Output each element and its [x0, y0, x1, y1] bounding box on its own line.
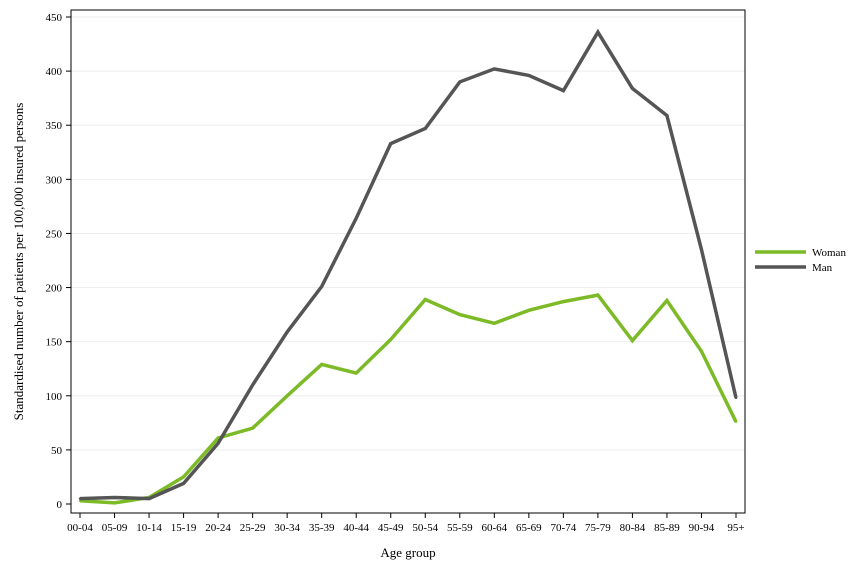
- x-axis-title: Age group: [380, 545, 435, 560]
- y-tick-label: 350: [46, 120, 63, 132]
- series-lines: [78, 28, 738, 505]
- data-point: [216, 442, 220, 445]
- y-tick-label: 0: [57, 499, 63, 511]
- x-tick-label: 30-34: [274, 522, 300, 534]
- data-point: [251, 427, 254, 430]
- x-tick-label: 25-29: [240, 522, 266, 534]
- legend: Woman Man: [755, 247, 846, 274]
- data-point: [665, 114, 669, 117]
- data-point: [320, 363, 323, 366]
- x-tick-label: 70-74: [551, 522, 577, 534]
- legend-label: Man: [812, 262, 833, 274]
- x-tick-label: 45-49: [378, 522, 404, 534]
- y-tick-label: 250: [46, 228, 63, 240]
- data-point: [389, 142, 392, 145]
- y-tick-label: 100: [46, 391, 63, 403]
- series-line-woman: [79, 293, 738, 505]
- x-tick-label: 10-14: [136, 522, 162, 534]
- data-point: [78, 497, 82, 500]
- data-point: [113, 501, 116, 505]
- data-point: [493, 67, 496, 71]
- x-tick-label: 40-44: [343, 522, 369, 534]
- data-point: [389, 338, 392, 341]
- x-tick-label: 80-84: [620, 522, 646, 534]
- data-point: [458, 313, 461, 316]
- y-tick-label: 200: [46, 283, 63, 295]
- data-point: [596, 293, 600, 297]
- plot-frame: [70, 9, 746, 514]
- x-tick-label: 65-69: [516, 522, 542, 534]
- x-tick-label: 75-79: [585, 522, 611, 534]
- data-point: [285, 394, 289, 397]
- gridlines: [71, 16, 745, 451]
- data-point: [216, 436, 220, 440]
- data-point: [562, 300, 565, 303]
- y-tick-label: 400: [46, 66, 63, 78]
- x-axis: 00-04 05-09 10-14 15-19 20-24 25-29 30-34 35-39…: [67, 513, 745, 534]
- data-point: [182, 475, 185, 479]
- x-tick-label: 50-54: [412, 522, 438, 534]
- legend-label: Woman: [812, 247, 846, 259]
- y-axis-title: Standardised number of patients per 100,…: [11, 103, 26, 421]
- data-point: [700, 248, 703, 251]
- x-tick-label: 95+: [727, 522, 744, 534]
- y-tick-label: 450: [46, 12, 63, 24]
- data-point: [665, 299, 669, 302]
- x-tick-label: 20-24: [205, 522, 231, 534]
- data-point: [527, 309, 531, 312]
- y-tick-label: 50: [51, 445, 63, 457]
- data-point: [458, 80, 461, 84]
- data-point: [320, 285, 323, 288]
- data-point: [355, 217, 358, 220]
- x-tick-label: 05-09: [102, 522, 128, 534]
- x-tick-label: 90-94: [689, 522, 715, 534]
- data-point: [182, 482, 185, 485]
- data-point: [355, 371, 358, 375]
- series-line-man: [79, 28, 738, 501]
- data-point: [631, 339, 634, 342]
- data-point: [285, 330, 289, 334]
- y-axis: 0 50 100 150 200 250 300 350 400 450: [46, 12, 71, 511]
- x-tick-label: 35-39: [309, 522, 335, 534]
- data-point: [700, 350, 703, 353]
- data-point: [424, 298, 427, 301]
- data-point: [631, 87, 634, 90]
- data-point: [734, 420, 738, 423]
- x-tick-label: 00-04: [67, 522, 93, 534]
- data-point: [527, 74, 531, 77]
- data-point: [562, 89, 565, 92]
- data-point: [596, 30, 600, 34]
- data-point: [113, 496, 116, 499]
- data-point: [147, 497, 151, 500]
- data-point: [251, 383, 254, 387]
- y-tick-label: 150: [46, 337, 63, 349]
- x-tick-label: 60-64: [481, 522, 507, 534]
- x-tick-label: 85-89: [654, 522, 680, 534]
- data-point: [734, 396, 738, 400]
- x-tick-label: 15-19: [171, 522, 197, 534]
- data-point: [424, 127, 427, 130]
- data-point: [493, 322, 496, 325]
- x-tick-label: 55-59: [447, 522, 473, 534]
- y-tick-label: 300: [46, 174, 63, 186]
